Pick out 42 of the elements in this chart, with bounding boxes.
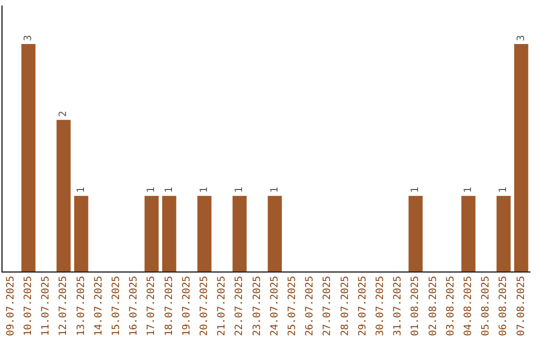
x-tick-label: 28.07.2025 xyxy=(340,276,351,336)
data-label: 1 xyxy=(198,186,210,193)
data-label: 1 xyxy=(76,186,87,193)
x-tick-label: 10.07.2025 xyxy=(22,276,34,336)
x-tick-label: 11.07.2025 xyxy=(40,276,52,336)
x-tick-label: 12.07.2025 xyxy=(58,276,70,336)
x-tick-label: 09.07.2025 xyxy=(5,276,16,336)
x-tick-label: 30.07.2025 xyxy=(374,276,386,336)
x-tick-label: 20.07.2025 xyxy=(198,276,210,336)
x-tick-label: 23.07.2025 xyxy=(252,276,263,336)
x-tick-label: 01.08.2025 xyxy=(410,276,422,336)
x-tick-label: 27.07.2025 xyxy=(322,276,334,336)
data-label: 1 xyxy=(462,186,474,193)
data-label: 1 xyxy=(164,186,175,193)
x-tick-label: 14.07.2025 xyxy=(93,276,104,336)
x-tick-label: 19.07.2025 xyxy=(181,276,192,336)
data-label: 1 xyxy=(498,186,510,193)
data-label: 1 xyxy=(234,186,246,193)
x-tick-label: 15.07.2025 xyxy=(110,276,122,336)
x-tick-label: 25.07.2025 xyxy=(286,276,298,336)
data-label: 3 xyxy=(22,34,34,41)
x-tick-label: 18.07.2025 xyxy=(164,276,175,336)
data-label: 3 xyxy=(516,34,527,41)
x-tick-label: 21.07.2025 xyxy=(216,276,228,336)
x-tick-label: 03.08.2025 xyxy=(445,276,456,336)
x-tick-label: 24.07.2025 xyxy=(269,276,280,336)
x-tick-label: 02.08.2025 xyxy=(428,276,439,336)
x-tick-label: 26.07.2025 xyxy=(304,276,316,336)
x-tick-label: 13.07.2025 xyxy=(76,276,87,336)
x-tick-label: 16.07.2025 xyxy=(128,276,140,336)
x-tick-label: 07.08.2025 xyxy=(516,276,527,336)
x-tick-label: 17.07.2025 xyxy=(146,276,158,336)
data-label: 2 xyxy=(58,110,70,117)
x-tick-label: 22.07.2025 xyxy=(234,276,246,336)
data-label: 1 xyxy=(410,186,422,193)
x-tick-label: 05.08.2025 xyxy=(480,276,492,336)
x-tick-label: 04.08.2025 xyxy=(462,276,474,336)
x-tick-label: 29.07.2025 xyxy=(357,276,368,336)
data-label: 1 xyxy=(146,186,158,193)
x-tick-label: 06.08.2025 xyxy=(498,276,510,336)
data-label: 1 xyxy=(269,186,280,193)
x-tick-label: 31.07.2025 xyxy=(392,276,404,336)
